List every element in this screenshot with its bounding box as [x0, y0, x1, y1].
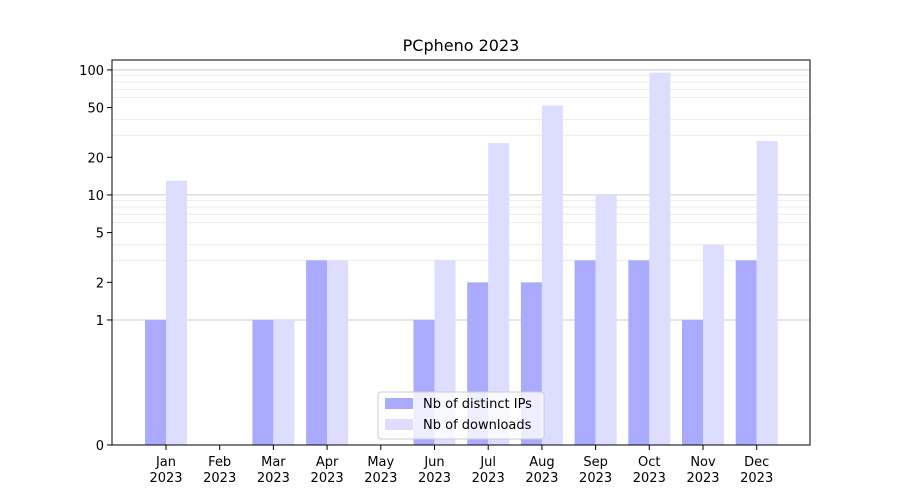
x-tick-sublabel: 2023: [149, 471, 182, 486]
y-tick-label: 0: [96, 439, 104, 454]
legend-label: Nb of downloads: [423, 418, 532, 433]
x-tick-label: Sep: [583, 455, 608, 470]
bar-distinct-ips: [574, 260, 596, 445]
bar-downloads: [649, 72, 671, 445]
bar-downloads: [166, 180, 187, 445]
x-tick-label: Jul: [479, 455, 496, 470]
bar-distinct-ips: [735, 260, 757, 445]
x-tick-label: Feb: [208, 455, 231, 470]
bar-downloads: [273, 319, 295, 445]
x-tick-sublabel: 2023: [579, 471, 612, 486]
bar-downloads: [756, 140, 778, 445]
x-tick-sublabel: 2023: [203, 471, 236, 486]
x-tick-label: May: [367, 455, 394, 470]
legend-swatch: [385, 398, 413, 409]
x-tick-label: Dec: [744, 455, 769, 470]
y-tick-label: 50: [87, 102, 104, 117]
x-tick-sublabel: 2023: [257, 471, 290, 486]
bar-downloads: [488, 143, 510, 445]
y-tick-label: 100: [79, 64, 104, 79]
bar-distinct-ips: [306, 260, 328, 445]
bars-layer: [145, 72, 778, 446]
legend-swatch: [385, 419, 413, 430]
bar-downloads: [595, 194, 617, 445]
x-tick-label: Nov: [690, 455, 716, 470]
y-tick-label: 20: [87, 151, 104, 166]
x-tick-label: Mar: [261, 455, 286, 470]
x-tick-sublabel: 2023: [686, 471, 719, 486]
y-tick-label: 5: [96, 227, 104, 242]
x-tick-sublabel: 2023: [364, 471, 397, 486]
legend-label: Nb of distinct IPs: [423, 397, 532, 412]
y-tick-label: 1: [96, 314, 104, 329]
x-tick-label: Apr: [316, 455, 339, 470]
bar-distinct-ips: [682, 319, 703, 445]
x-tick-sublabel: 2023: [525, 471, 558, 486]
x-tick-sublabel: 2023: [418, 471, 451, 486]
legend: Nb of distinct IPs Nb of downloads: [377, 391, 545, 440]
x-tick-label: Jun: [423, 455, 444, 470]
bar-distinct-ips: [252, 319, 274, 445]
x-tick-sublabel: 2023: [740, 471, 773, 486]
x-tick-sublabel: 2023: [472, 471, 505, 486]
bar-downloads: [327, 260, 349, 445]
axes-layer: 0125102050100Jan2023Feb2023Mar2023Apr202…: [79, 64, 773, 486]
plot-frame: [111, 59, 811, 446]
x-tick-sublabel: 2023: [633, 471, 666, 486]
legend-box: [377, 391, 545, 440]
x-tick-label: Aug: [529, 455, 554, 470]
y-tick-label: 10: [87, 189, 104, 204]
chart-title: PCpheno 2023: [403, 36, 520, 55]
bar-downloads: [703, 244, 724, 445]
x-tick-sublabel: 2023: [311, 471, 344, 486]
grid-layer: [112, 69, 810, 321]
x-tick-label: Jan: [155, 455, 176, 470]
x-tick-label: Oct: [638, 455, 660, 470]
y-tick-label: 2: [96, 276, 104, 291]
bar-distinct-ips: [628, 260, 650, 445]
bar-downloads: [541, 105, 563, 446]
bar-distinct-ips: [145, 319, 166, 445]
